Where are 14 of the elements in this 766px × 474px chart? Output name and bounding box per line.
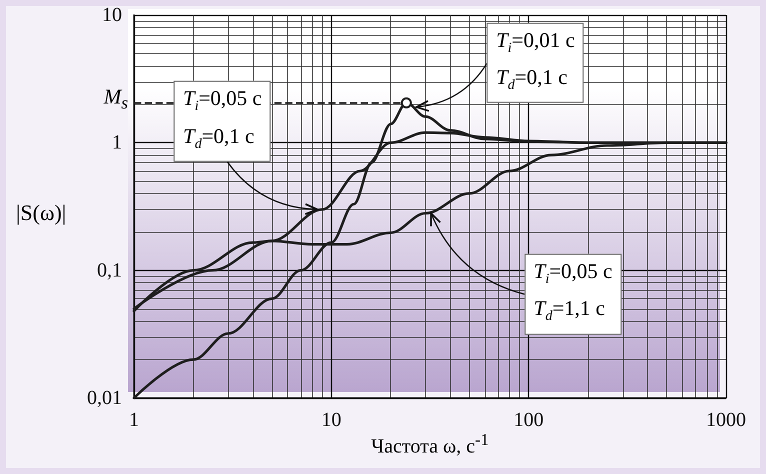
y-axis-title: |S(ω)| xyxy=(16,200,66,226)
y-tick-label: 10 xyxy=(102,4,122,26)
y-tick-label: 0,1 xyxy=(97,259,122,282)
ref-line-label: M$_{s}$ xyxy=(104,84,128,114)
x-tick-label: 1000 xyxy=(706,409,746,431)
x-tick-label: 100 xyxy=(514,409,544,431)
y-tick-label: 0,01 xyxy=(87,387,122,409)
annotation: T$_{i}$=0,01 с T$_{d}$=0,1 с xyxy=(487,22,584,104)
x-tick-label: 10 xyxy=(321,409,342,431)
y-tick-label: 1 xyxy=(112,132,122,154)
annotation: T$_{i}$=0,05 с T$_{d}$=0,1 с xyxy=(174,81,271,162)
x-axis-title: Частота ω, с$^{-1}$ xyxy=(371,430,489,459)
annotation: T$_{i}$=0,05 с T$_{d}$=1,1 с xyxy=(524,254,622,334)
x-tick-label: 1 xyxy=(129,409,139,431)
